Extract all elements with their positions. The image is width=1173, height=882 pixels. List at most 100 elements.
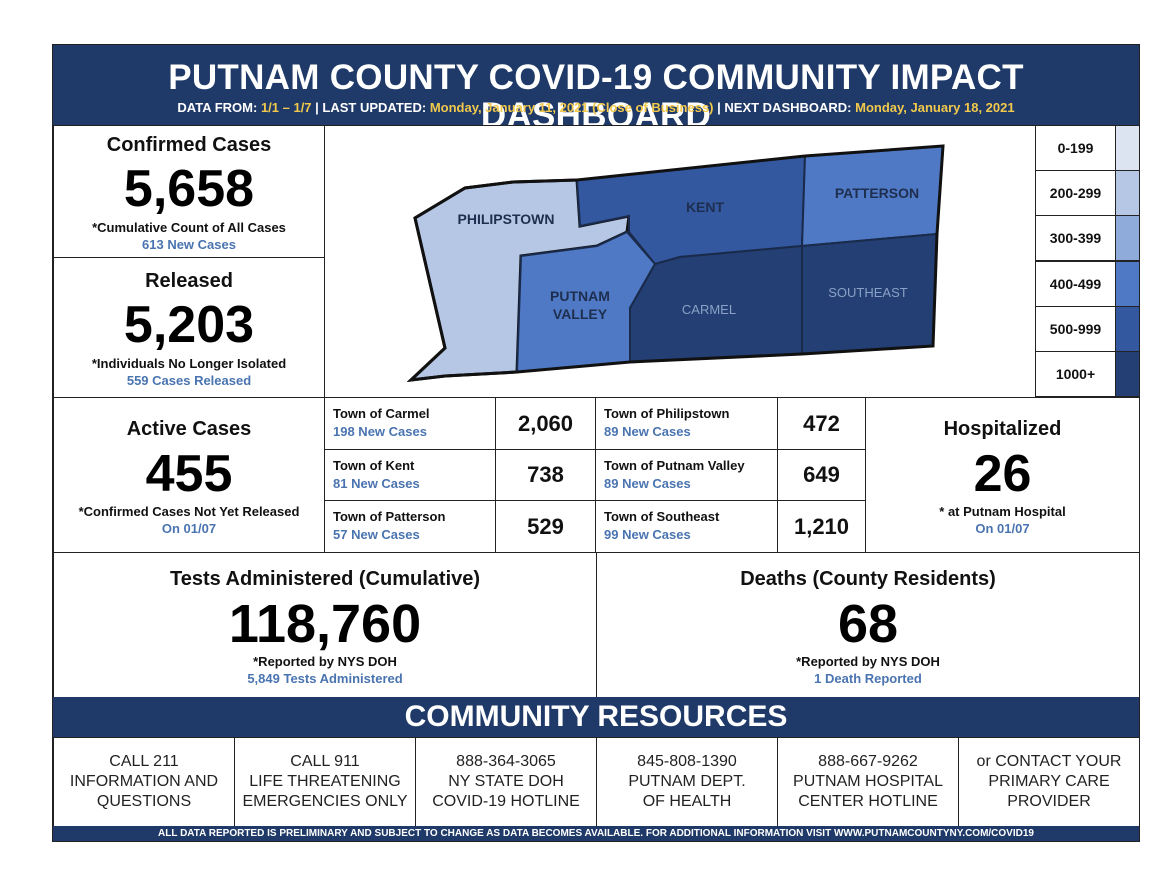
town-name: Town of Kent [333,458,415,473]
confirmed-cases-note: *Cumulative Count of All Cases [92,220,286,235]
deaths-sub: 1 Death Reported [814,671,922,686]
town-name: Town of Patterson [333,509,446,524]
resource-line2: NY STATE DOH [448,773,564,790]
active-cases-date: On 01/07 [161,521,217,536]
town-philipstown-row: Town of Philipstown 89 New Cases [595,397,778,450]
data-from-value: 1/1 – 1/7 [260,100,312,115]
town-kent-value: 738 [495,449,596,501]
hospitalized-note: * at Putnam Hospital [939,504,1066,519]
legend-label-0: 0-199 [1035,125,1116,171]
active-cases-panel: Active Cases 455 *Confirmed Cases Not Ye… [53,397,325,553]
tests-title: Tests Administered (Cumulative) [169,568,481,590]
resource-line3: EMERGENCIES ONLY [242,793,408,810]
active-cases-value: 455 [145,445,233,503]
resource-line2: PRIMARY CARE [988,773,1110,790]
town-carmel-value: 2,060 [495,397,596,450]
resource-primary-care: or CONTACT YOUR PRIMARY CARE PROVIDER [958,737,1140,827]
map-label-valley: VALLEY [553,306,608,322]
map-label-southeast: SOUTHEAST [828,285,908,300]
map-label-kent: KENT [686,199,725,215]
county-map-panel: PHILIPSTOWN KENT PATTERSON PUTNAM VALLEY… [324,125,1036,398]
town-new-cases: 198 New Cases [333,424,427,439]
resource-line2: LIFE THREATENING [249,773,401,790]
town-patterson-value: 529 [495,500,596,553]
resource-line3: PROVIDER [1007,793,1091,810]
legend-swatch-2 [1115,215,1140,261]
map-county-outline [406,144,945,383]
released-sub: 559 Cases Released [126,373,252,388]
town-kent-row: Town of Kent 81 New Cases [324,449,496,501]
legend-swatch-3 [1115,261,1140,307]
released-panel: Released 5,203 *Individuals No Longer Is… [53,257,325,398]
town-new-cases: 81 New Cases [333,476,420,491]
map-label-patterson: PATTERSON [835,185,919,201]
county-map: PHILIPSTOWN KENT PATTERSON PUTNAM VALLEY… [406,144,945,383]
deaths-note: *Reported by NYS DOH [796,654,940,669]
map-label-philipstown: PHILIPSTOWN [458,211,555,227]
town-putnam-valley-value: 649 [777,449,866,501]
community-resources-title: COMMUNITY RESOURCES [53,697,1139,737]
hospitalized-date: On 01/07 [975,521,1030,536]
released-title: Released [145,270,233,292]
released-note: *Individuals No Longer Isolated [91,356,287,371]
last-updated-label: | LAST UPDATED: [315,100,427,115]
disclaimer-footer: ALL DATA REPORTED IS PRELIMINARY AND SUB… [53,826,1139,841]
deaths-panel: Deaths (County Residents) 68 *Reported b… [596,552,1140,698]
resource-line1: CALL 911 [290,753,360,770]
town-name: Town of Philipstown [604,406,730,421]
resource-nys-doh-hotline: 888-364-3065 NY STATE DOH COVID-19 HOTLI… [415,737,597,827]
dashboard-dates: DATA FROM: 1/1 – 1/7 | LAST UPDATED: Mon… [53,100,1139,116]
map-label-putnam: PUTNAM [550,288,610,304]
resource-line1: 845-808-1390 [637,753,737,770]
next-dashboard-label: | NEXT DASHBOARD: [717,100,852,115]
resource-line3: QUESTIONS [96,793,192,810]
legend-label-1: 200-299 [1035,170,1116,216]
confirmed-new-cases: 613 New Cases [142,237,236,252]
resource-putnam-hospital: 888-667-9262 PUTNAM HOSPITAL CENTER HOTL… [777,737,959,827]
legend-swatch-4 [1115,306,1140,352]
confirmed-cases-title: Confirmed Cases [106,134,272,156]
town-carmel-row: Town of Carmel 198 New Cases [324,397,496,450]
next-dashboard-value: Monday, January 18, 2021 [855,100,1015,115]
legend-label-5: 1000+ [1035,351,1116,397]
last-updated-value: Monday, January 11, 2021 (Close of Busin… [429,100,714,115]
map-label-carmel: CARMEL [682,302,736,317]
tests-value: 118,760 [228,594,422,654]
legend-swatch-1 [1115,170,1140,216]
active-cases-title: Active Cases [126,418,252,440]
town-southeast-value: 1,210 [777,500,866,553]
dashboard-header: PUTNAM COUNTY COVID-19 COMMUNITY IMPACT … [53,45,1139,135]
resource-line3: COVID-19 HOTLINE [432,793,580,810]
resource-line3: OF HEALTH [642,793,732,810]
legend-swatch-0 [1115,125,1140,171]
resource-call-211: CALL 211 INFORMATION AND QUESTIONS [53,737,235,827]
data-from-label: DATA FROM: [177,100,258,115]
hospitalized-value: 26 [973,445,1032,503]
legend-swatch-5 [1115,351,1140,397]
legend-label-3: 400-499 [1035,261,1116,307]
legend-label-4: 500-999 [1035,306,1116,352]
tests-sub: 5,849 Tests Administered [247,671,403,686]
hospitalized-panel: Hospitalized 26 * at Putnam Hospital On … [865,397,1140,553]
deaths-value: 68 [837,594,899,654]
tests-note: *Reported by NYS DOH [253,654,397,669]
dashboard-title: PUTNAM COUNTY COVID-19 COMMUNITY IMPACT … [168,58,1024,135]
town-name: Town of Putnam Valley [604,458,745,473]
town-southeast-row: Town of Southeast 99 New Cases [595,500,778,553]
confirmed-cases-value: 5,658 [123,160,255,218]
resource-line1: 888-667-9262 [818,753,918,770]
town-name: Town of Carmel [333,406,430,421]
resource-line1: CALL 211 [109,753,179,770]
legend-label-2: 300-399 [1035,215,1116,261]
resource-line2: PUTNAM HOSPITAL [793,773,943,790]
town-new-cases: 57 New Cases [333,527,420,542]
resource-line2: PUTNAM DEPT. [628,773,746,790]
town-philipstown-value: 472 [777,397,866,450]
tests-panel: Tests Administered (Cumulative) 118,760 … [53,552,597,698]
town-new-cases: 89 New Cases [604,476,691,491]
resource-line1: or CONTACT YOUR [976,753,1122,770]
town-new-cases: 89 New Cases [604,424,691,439]
confirmed-cases-panel: Confirmed Cases 5,658 *Cumulative Count … [53,125,325,258]
released-value: 5,203 [123,296,255,354]
resource-line2: INFORMATION AND [69,773,219,790]
